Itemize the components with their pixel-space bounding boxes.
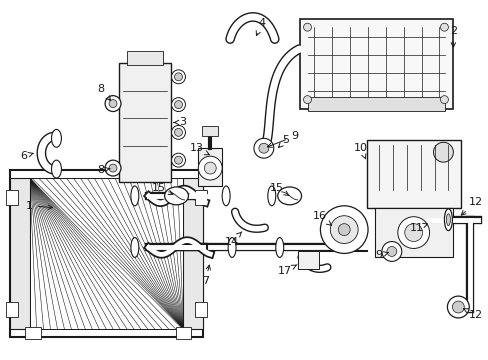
Circle shape — [204, 162, 216, 174]
Text: 14: 14 — [224, 232, 242, 247]
Circle shape — [440, 23, 447, 31]
Bar — [299, 19, 452, 109]
Ellipse shape — [109, 164, 117, 172]
Ellipse shape — [51, 129, 61, 147]
Ellipse shape — [253, 138, 273, 158]
Circle shape — [171, 70, 185, 84]
Bar — [366, 140, 460, 208]
Circle shape — [303, 96, 311, 104]
Bar — [10, 178, 30, 329]
Ellipse shape — [258, 143, 268, 153]
Ellipse shape — [222, 186, 230, 206]
Ellipse shape — [109, 100, 117, 108]
Bar — [30, 178, 183, 329]
Circle shape — [303, 23, 311, 31]
Text: 7: 7 — [202, 265, 210, 286]
Ellipse shape — [275, 238, 283, 257]
Text: 4: 4 — [256, 18, 265, 36]
Ellipse shape — [228, 238, 236, 257]
Ellipse shape — [386, 247, 396, 256]
Text: 9: 9 — [267, 131, 298, 147]
Bar — [202, 126, 218, 136]
Circle shape — [174, 129, 182, 136]
Text: 6: 6 — [20, 151, 33, 161]
Text: 5: 5 — [278, 135, 288, 148]
Circle shape — [440, 96, 447, 104]
Ellipse shape — [105, 160, 121, 176]
Bar — [195, 190, 207, 205]
Text: 2: 2 — [449, 26, 456, 47]
Ellipse shape — [447, 296, 468, 318]
Circle shape — [174, 73, 182, 81]
Ellipse shape — [105, 96, 121, 112]
Bar — [195, 302, 207, 317]
Bar — [374, 208, 452, 257]
Circle shape — [338, 224, 349, 235]
Ellipse shape — [451, 301, 463, 313]
Ellipse shape — [381, 242, 401, 261]
Bar — [175, 327, 191, 339]
Circle shape — [397, 217, 428, 248]
Bar — [25, 327, 41, 339]
Bar — [6, 302, 18, 317]
Text: 8: 8 — [97, 84, 110, 100]
Circle shape — [404, 224, 422, 242]
Circle shape — [171, 125, 185, 139]
Bar — [119, 63, 170, 182]
Circle shape — [171, 98, 185, 112]
Circle shape — [174, 156, 182, 164]
Text: 10: 10 — [353, 143, 367, 159]
Bar — [307, 96, 445, 111]
Text: 11: 11 — [409, 222, 427, 233]
Text: 13: 13 — [189, 143, 209, 155]
Bar — [297, 251, 319, 269]
Circle shape — [433, 142, 452, 162]
Text: 12: 12 — [463, 309, 482, 320]
Ellipse shape — [164, 187, 188, 205]
Text: 3: 3 — [173, 117, 185, 127]
Ellipse shape — [51, 160, 61, 178]
Bar — [198, 148, 222, 186]
Circle shape — [198, 156, 222, 180]
Circle shape — [320, 206, 367, 253]
Bar — [127, 51, 163, 65]
Bar — [183, 178, 203, 329]
Text: 9: 9 — [375, 251, 387, 260]
Text: 16: 16 — [312, 211, 331, 225]
Bar — [30, 178, 183, 329]
Text: 1: 1 — [26, 201, 53, 211]
Ellipse shape — [277, 187, 301, 205]
Circle shape — [330, 216, 357, 243]
Ellipse shape — [267, 186, 275, 206]
Text: 15: 15 — [269, 183, 288, 195]
Ellipse shape — [131, 186, 139, 206]
Circle shape — [174, 100, 182, 109]
Text: 8: 8 — [97, 165, 110, 175]
Text: 17: 17 — [277, 265, 296, 276]
Circle shape — [171, 153, 185, 167]
Ellipse shape — [444, 209, 451, 231]
Bar — [6, 190, 18, 205]
Bar — [10, 170, 203, 337]
Text: 15: 15 — [151, 183, 173, 194]
Text: 12: 12 — [460, 197, 482, 215]
Ellipse shape — [131, 238, 139, 257]
Ellipse shape — [446, 214, 449, 226]
